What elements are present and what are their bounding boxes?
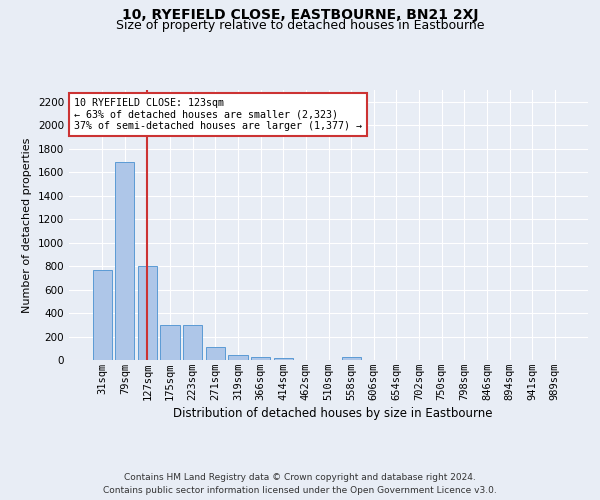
Bar [92,270,112,360]
Bar [229,356,248,360]
Bar [183,325,202,360]
Text: 10 RYEFIELD CLOSE: 123sqm
← 63% of detached houses are smaller (2,323)
37% of se: 10 RYEFIELD CLOSE: 123sqm ← 63% of detac… [74,98,362,132]
Bar [160,325,180,360]
Bar [115,162,134,360]
Bar [251,356,270,360]
Text: Size of property relative to detached houses in Eastbourne: Size of property relative to detached ho… [116,19,484,32]
Y-axis label: Number of detached properties: Number of detached properties [22,138,32,312]
Text: Contains HM Land Registry data © Crown copyright and database right 2024.
Contai: Contains HM Land Registry data © Crown c… [103,474,497,495]
Bar [206,347,225,360]
Text: 10, RYEFIELD CLOSE, EASTBOURNE, BN21 2XJ: 10, RYEFIELD CLOSE, EASTBOURNE, BN21 2XJ [122,8,478,22]
Bar [341,357,361,360]
Text: Distribution of detached houses by size in Eastbourne: Distribution of detached houses by size … [173,408,493,420]
Bar [274,358,293,360]
Bar [138,266,157,360]
